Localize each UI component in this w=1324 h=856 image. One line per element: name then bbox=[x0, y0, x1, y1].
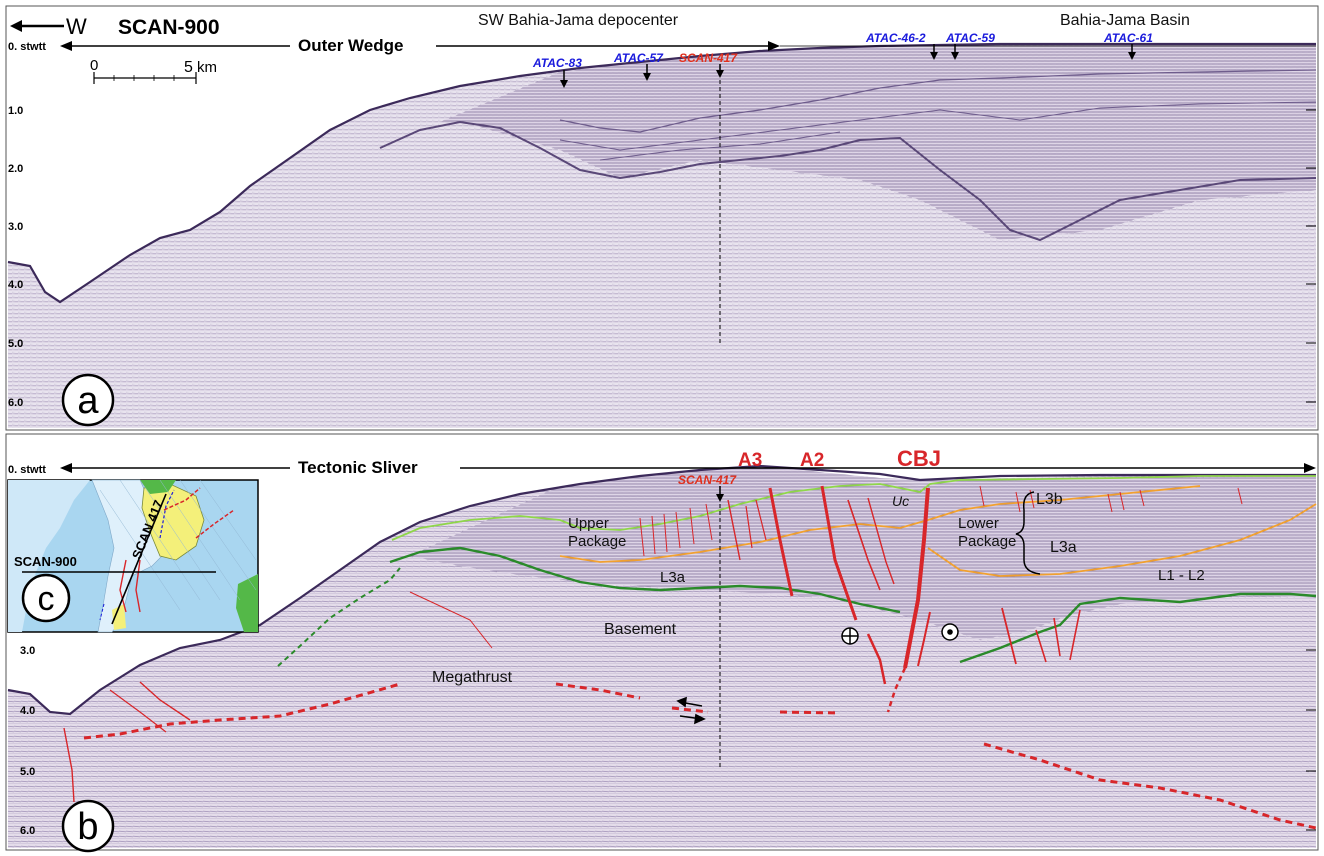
horizon-dark-green bbox=[389, 546, 901, 614]
into-page-symbol bbox=[841, 627, 859, 645]
unit-basement: Basement bbox=[604, 621, 677, 638]
y-tick: 6.0 bbox=[8, 397, 23, 409]
unit-uc: Uc bbox=[892, 493, 909, 509]
fault-label-a3: A3 bbox=[738, 450, 762, 471]
panel-a-stwtt: 0. stwtt bbox=[8, 41, 46, 53]
panel-b: 0. stwtt 3.0 4.0 5.0 6.0 Tectonic Sliver… bbox=[5, 433, 1319, 853]
line-name: SCAN-900 bbox=[118, 16, 220, 39]
horizon-orange-lower bbox=[927, 503, 1317, 577]
svg-text:ATAC-46-2: ATAC-46-2 bbox=[865, 31, 926, 45]
unit-megathrust: Megathrust bbox=[432, 669, 513, 686]
svg-text:ATAC-83: ATAC-83 bbox=[532, 56, 582, 70]
area-basin: Bahia-Jama Basin bbox=[1060, 12, 1190, 29]
svg-text:b: b bbox=[77, 806, 98, 848]
fault-label-a2: A2 bbox=[800, 450, 824, 471]
y-tick: 5.0 bbox=[8, 338, 23, 350]
y-tick: 2.0 bbox=[8, 163, 23, 175]
well-scan-417: SCAN-417 bbox=[679, 51, 738, 345]
unit-labels: Uc L3b Upper Package Lower Package L3a L… bbox=[432, 491, 1205, 686]
inset-map: SCAN-900 SCAN 417 c bbox=[7, 479, 259, 633]
y-tick: 4.0 bbox=[20, 705, 35, 717]
west-arrow: W bbox=[10, 14, 87, 39]
inset-letter: c bbox=[38, 580, 55, 618]
horizon-orange-upper bbox=[559, 485, 1201, 563]
outer-wedge-span: Outer Wedge bbox=[60, 36, 1316, 55]
well-atac-59: ATAC-59 bbox=[945, 31, 995, 60]
svg-text:a: a bbox=[77, 380, 99, 422]
outer-wedge-label: Outer Wedge bbox=[298, 36, 403, 55]
well-atac-57: ATAC-57 bbox=[613, 51, 664, 81]
y-tick: 3.0 bbox=[20, 645, 35, 657]
out-of-page-symbol bbox=[941, 623, 959, 641]
well-atac-61: ATAC-61 bbox=[1103, 31, 1153, 60]
tectonic-sliver-label: Tectonic Sliver bbox=[298, 458, 418, 477]
well-atac-83: ATAC-83 bbox=[532, 56, 582, 88]
scale-bar: 0 5 km bbox=[90, 57, 217, 84]
panel-a-seafloor bbox=[7, 42, 1316, 304]
y-tick: 4.0 bbox=[8, 279, 23, 291]
area-depocenter: SW Bahia-Jama depocenter bbox=[478, 12, 679, 29]
well-markers: ATAC-83 ATAC-57 SCAN-417 ATAC-46-2 ATAC-… bbox=[532, 31, 1153, 345]
horizon-light-green bbox=[391, 475, 1316, 541]
upper-package-2: Package bbox=[568, 533, 626, 550]
scale-unit: km bbox=[197, 59, 217, 76]
upper-package-1: Upper bbox=[568, 515, 609, 532]
panel-b-letter: b bbox=[61, 799, 115, 853]
y-tick: 3.0 bbox=[8, 221, 23, 233]
svg-text:SCAN-417: SCAN-417 bbox=[679, 51, 738, 65]
svg-text:SCAN-417: SCAN-417 bbox=[678, 473, 737, 487]
unit-l3b: L3b bbox=[1036, 491, 1063, 508]
crossline-scan-417: SCAN-417 bbox=[678, 473, 737, 770]
panel-b-seafloor bbox=[7, 464, 1316, 716]
svg-text:ATAC-59: ATAC-59 bbox=[945, 31, 995, 45]
svg-text:ATAC-57: ATAC-57 bbox=[613, 51, 664, 65]
unit-l3a-right: L3a bbox=[1050, 539, 1077, 556]
panel-b-stwtt: 0. stwtt bbox=[8, 464, 46, 476]
slip-arrows bbox=[676, 696, 706, 725]
fault-label-cbj: CBJ bbox=[897, 446, 941, 471]
unit-l1-l2: L1 - L2 bbox=[1158, 567, 1205, 584]
tectonic-sliver-span: Tectonic Sliver bbox=[60, 458, 1316, 477]
well-atac-46-2: ATAC-46-2 bbox=[865, 31, 938, 60]
panel-a-letter: a bbox=[61, 373, 115, 427]
panel-b-y-axis: 0. stwtt 3.0 4.0 5.0 6.0 bbox=[8, 464, 46, 837]
scale-start: 0 bbox=[90, 57, 98, 74]
panel-a: 0. stwtt 1.0 2.0 3.0 4.0 5.0 6.0 W SCAN-… bbox=[5, 5, 1319, 431]
west-label: W bbox=[66, 14, 87, 39]
megathrust-traces bbox=[83, 682, 1317, 830]
lower-package-2: Package bbox=[958, 533, 1016, 550]
horizon-dark-green-right bbox=[959, 592, 1317, 664]
y-tick: 5.0 bbox=[20, 766, 35, 778]
lower-package-brace bbox=[1015, 491, 1041, 575]
lower-package-1: Lower bbox=[958, 515, 999, 532]
inset-scan900-label: SCAN-900 bbox=[14, 554, 77, 569]
svg-text:ATAC-61: ATAC-61 bbox=[1103, 31, 1153, 45]
unit-l3a-left: L3a bbox=[660, 569, 686, 586]
y-tick: 1.0 bbox=[8, 105, 23, 117]
scale-end: 5 bbox=[184, 59, 193, 76]
y-tick: 6.0 bbox=[20, 825, 35, 837]
panel-a-y-axis: 0. stwtt 1.0 2.0 3.0 4.0 5.0 6.0 bbox=[8, 41, 46, 409]
